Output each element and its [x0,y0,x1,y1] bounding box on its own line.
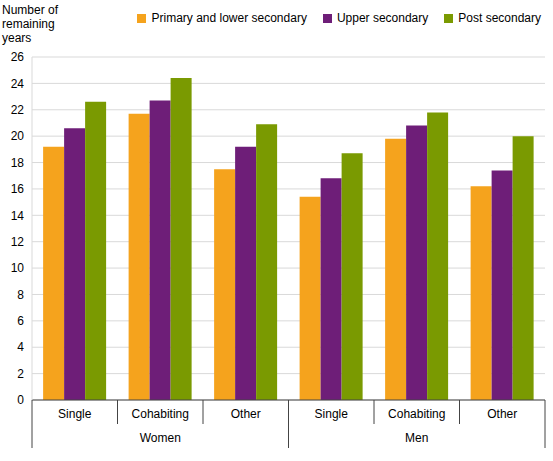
svg-text:4: 4 [17,340,24,354]
svg-text:2: 2 [17,367,24,381]
svg-text:6: 6 [17,314,24,328]
svg-text:Women: Women [140,431,181,445]
svg-text:Men: Men [405,431,428,445]
svg-text:Cohabiting: Cohabiting [132,407,189,421]
svg-text:26: 26 [11,50,25,64]
svg-text:22: 22 [11,103,25,117]
html-text:Upper secondary: Upper secondary [336,11,429,25]
svg-text:Single: Single [315,407,349,421]
svg-text:12: 12 [11,235,25,249]
html-text:Primary and lower secondary: Primary and lower secondary [151,11,307,25]
svg-text:18: 18 [11,156,25,170]
svg-text:Cohabiting: Cohabiting [388,407,445,421]
svg-text:Other: Other [231,407,261,421]
svg-text:16: 16 [11,182,25,196]
svg-text:20: 20 [11,129,25,143]
svg-text:14: 14 [11,209,25,223]
svg-text:24: 24 [11,77,25,91]
svg-text:0: 0 [17,393,24,407]
html-text:Number of remaining years: Number of remaining years [2,3,58,45]
svg-text:Other: Other [487,407,517,421]
html-text:Post secondary: Post secondary [458,11,541,25]
svg-text:10: 10 [11,261,25,275]
svg-text:Single: Single [58,407,92,421]
svg-text:8: 8 [17,288,24,302]
